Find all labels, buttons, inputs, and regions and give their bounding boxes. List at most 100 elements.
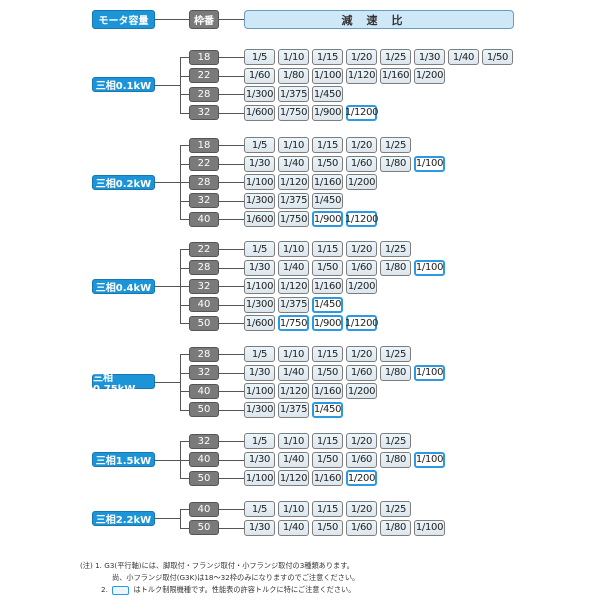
frame-number: 22 [189,241,219,257]
ratio-cell: 1/300 [244,296,275,313]
ratio-cell-torque-limited: 1/1200 [345,104,379,121]
tree-connector [180,478,189,480]
frame-number: 40 [189,211,219,227]
note-1-line-1: G3(平行軸)には、脚取付・フランジ取付・小フランジ取付の3種類あります。 [104,561,354,570]
frame-number: 50 [189,402,219,418]
tree-connector [180,219,189,221]
row-connector [219,182,244,184]
ratio-cell: 1/40 [278,259,309,276]
ratio-cell: 1/300 [244,86,275,103]
ratio-cell: 1/15 [312,501,343,517]
ratio-cell: 1/450 [312,86,343,103]
note-1: (注) 1. G3(平行軸)には、脚取付・フランジ取付・小フランジ取付の3種類あ… [80,561,354,571]
frame-number: 32 [189,433,219,449]
row-connector [219,354,244,355]
ratio-cell: 1/20 [346,49,377,65]
ratio-cell: 1/25 [380,241,411,257]
ratio-cell: 1/30 [244,259,275,276]
note-2-text: はトルク制限機種です。性能表の許容トルクに特にご注意ください。 [133,585,356,594]
ratio-cell: 1/15 [312,241,343,257]
row-connector [219,391,244,393]
ratio-cell: 1/80 [380,155,411,172]
ratio-cell: 1/30 [414,49,445,65]
ratio-cell: 1/10 [278,49,309,65]
ratio-cell: 1/100 [312,67,343,84]
ratio-cell: 1/30 [244,364,275,381]
frame-number: 50 [189,315,219,331]
tree-connector [180,304,189,306]
ratio-cell: 1/300 [244,401,275,418]
ratio-cell: 1/375 [278,401,309,418]
ratio-cell-torque-limited: 1/1200 [345,315,379,332]
ratio-cell: 1/25 [380,137,411,153]
ratio-cell: 1/100 [244,470,275,487]
frame-number: 40 [189,297,219,313]
ratio-cell: 1/200 [414,67,445,84]
ratio-cell: 1/20 [346,137,377,153]
ratio-cell: 1/15 [312,137,343,153]
ratio-cell: 1/30 [244,519,275,536]
ratio-cell: 1/10 [278,137,309,153]
ratio-cell: 1/200 [346,174,377,191]
ratio-cell: 1/10 [278,433,309,449]
ratio-cell: 1/25 [380,433,411,449]
tree-connector [180,249,189,250]
ratio-cell: 1/5 [244,346,275,362]
ratio-cell: 1/15 [312,49,343,65]
ratio-cell: 1/60 [346,519,377,536]
ratio-cell: 1/80 [380,259,411,276]
tree-connector [180,145,189,146]
tree-connector [155,182,180,184]
ratio-cell: 1/60 [244,67,275,84]
frame-number: 40 [189,452,219,468]
tree-connector [180,182,189,184]
ratio-cell: 1/60 [346,155,377,172]
ratio-cell-torque-limited: 1/450 [312,296,343,313]
ratio-cell: 1/120 [278,383,309,400]
ratio-cell: 1/60 [346,451,377,468]
frame-number-header: 枠番 [189,10,219,29]
tree-connector [180,509,189,510]
row-connector [219,163,244,165]
tree-connector [180,323,189,325]
ratio-cell: 1/50 [312,519,343,536]
note-prefix: (注) [80,561,93,570]
row-connector [219,409,244,411]
row-connector [219,267,244,269]
ratio-cell: 1/750 [278,104,309,121]
row-connector [219,441,244,442]
tree-connector [180,441,189,442]
ratio-cell: 1/50 [312,451,343,468]
ratio-cell: 1/10 [278,346,309,362]
ratio-cell: 1/80 [278,67,309,84]
ratio-cell: 1/50 [312,259,343,276]
frame-number: 40 [189,501,219,517]
ratio-cell: 1/375 [278,296,309,313]
frame-number: 28 [189,86,219,102]
tree-connector [180,57,181,114]
row-connector [219,145,244,146]
tree-connector [180,267,189,269]
ratio-cell-torque-limited: 1/100 [414,259,445,276]
tree-connector [180,57,189,58]
tree-connector [180,509,181,529]
header-connector [155,19,189,20]
frame-number: 32 [189,278,219,294]
ratio-cell: 1/600 [244,104,275,121]
ratio-cell: 1/5 [244,49,275,65]
ratio-cell: 1/40 [278,364,309,381]
row-connector [219,219,244,221]
ratio-cell: 1/5 [244,241,275,257]
ratio-cell: 1/40 [278,519,309,536]
frame-number: 28 [189,346,219,362]
reduction-ratio-header: 減速比 [244,10,514,29]
ratio-cell: 1/40 [448,49,479,65]
ratio-cell-torque-limited: 1/900 [312,315,343,332]
ratio-cell: 1/600 [244,315,275,332]
motor-capacity-label: 三相0.1kW [92,77,155,93]
ratio-cell: 1/100 [244,174,275,191]
row-connector [219,286,244,288]
tree-connector [180,459,189,461]
ratio-cell: 1/30 [244,155,275,172]
motor-capacity-header: モータ容量 [92,10,155,29]
